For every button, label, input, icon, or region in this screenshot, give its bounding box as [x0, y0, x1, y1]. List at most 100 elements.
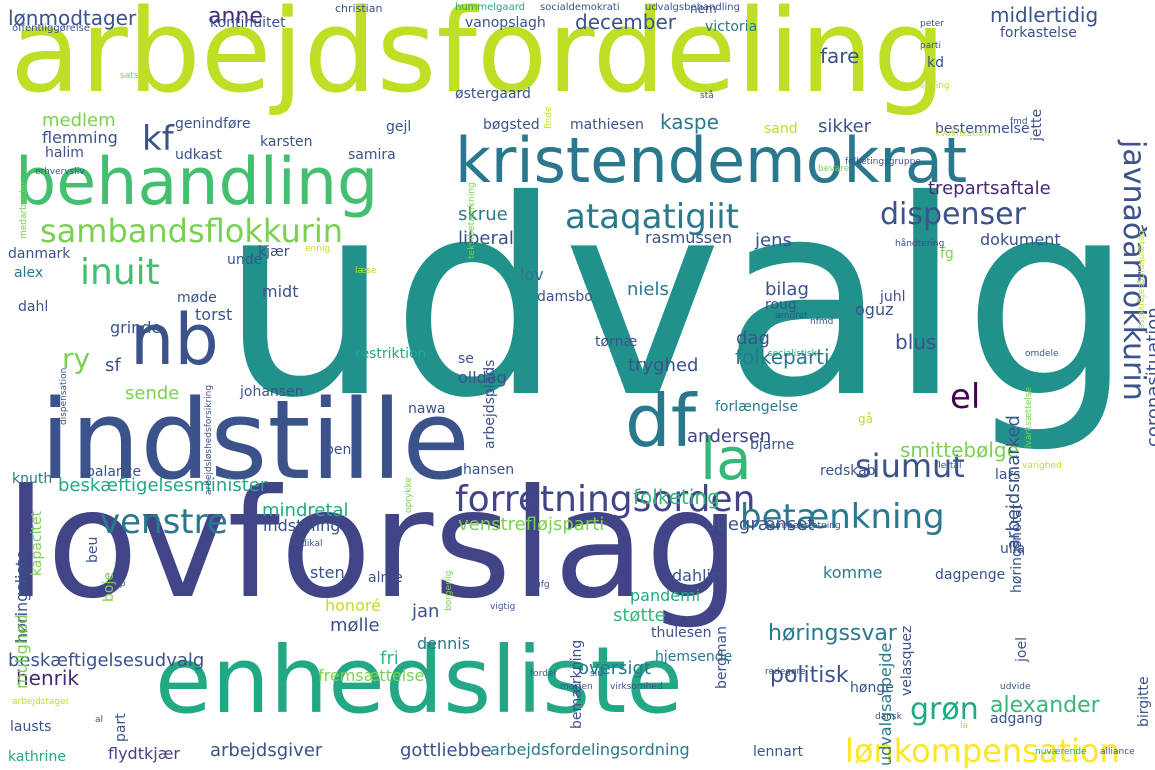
word: kaspe: [660, 110, 719, 134]
word: siu: [590, 669, 603, 679]
word: ry: [62, 342, 91, 375]
word: udvalg: [220, 142, 1135, 457]
word: mulighed: [12, 613, 31, 689]
word: dansk: [875, 712, 902, 722]
word: la: [700, 425, 752, 493]
word: bevare: [818, 164, 850, 174]
word: grøn: [910, 692, 979, 727]
word: sats: [120, 71, 139, 81]
word: gå: [858, 412, 873, 426]
word: bjarne: [750, 437, 795, 453]
word: mathiesen: [570, 117, 644, 133]
word: adgang: [990, 711, 1043, 727]
word: lønmodtager: [8, 6, 137, 30]
word: arbejdsløshedsforsikring: [204, 384, 214, 495]
word: venstrefløjsparti: [458, 514, 605, 535]
word: dagpenge: [935, 567, 1006, 583]
word: enhedsliste: [155, 627, 683, 734]
word: kd: [927, 55, 944, 71]
word: ændret: [775, 311, 808, 321]
word: se: [458, 351, 474, 367]
word: thulesen: [651, 625, 712, 641]
word: arbejdsgiver: [210, 740, 323, 761]
word: lovforslag: [5, 458, 741, 632]
word: socialistisk: [768, 349, 817, 359]
word: dispenser: [880, 197, 1026, 232]
word: sand: [764, 121, 798, 137]
word: alme: [368, 570, 403, 586]
word: blus: [895, 330, 937, 354]
word: jens: [755, 230, 792, 251]
word: stilling: [920, 81, 950, 91]
word: erhvervsliv: [35, 167, 85, 177]
word: niels: [627, 279, 669, 300]
word: birgitte: [1136, 676, 1152, 728]
word: håndtering: [895, 239, 945, 249]
word: dokument: [980, 230, 1061, 249]
word: la: [960, 721, 969, 731]
word: henrik: [16, 666, 80, 690]
word: oversigt: [578, 658, 652, 679]
word: andersen: [687, 426, 772, 447]
word: betænkningsafgivelse: [1136, 230, 1146, 330]
word: sambandsflokkurin: [40, 212, 344, 250]
word: arbejdsfordelingsordning: [490, 740, 690, 759]
word: folketingsgruppe: [845, 157, 921, 167]
word: fg: [940, 246, 954, 262]
word: hansen: [463, 462, 515, 478]
word: udvalgsbehandling: [645, 2, 740, 13]
word: halim: [45, 145, 84, 161]
word: beskæftigelsesudvalg: [8, 650, 205, 671]
word: midt: [262, 282, 299, 301]
word: fri: [380, 648, 399, 669]
word: peter: [920, 19, 945, 29]
word: df: [625, 379, 697, 463]
word: honoré: [325, 596, 381, 615]
word: jan: [412, 601, 440, 622]
word: liberal: [458, 228, 514, 249]
word: lars: [995, 467, 1021, 483]
word: indstilling: [263, 516, 341, 535]
word: skrue: [458, 204, 508, 225]
word: folketing: [633, 485, 720, 509]
word: dahl: [18, 299, 49, 315]
word: dahlin: [672, 566, 722, 585]
word: sf: [105, 355, 121, 376]
word: betænkning: [740, 497, 945, 537]
word: forkastelse: [1000, 25, 1077, 41]
word: kapacitet: [29, 510, 45, 576]
word: torst: [195, 305, 233, 324]
word: dag: [736, 328, 770, 349]
word: borgerlig: [444, 570, 454, 611]
word: medarbejder: [19, 181, 29, 240]
word: el: [950, 377, 981, 417]
word: tørnæ: [595, 334, 638, 350]
word: knuth: [12, 471, 53, 487]
word: beu: [85, 536, 101, 564]
word: johansen: [240, 384, 304, 400]
word: folkeparti: [735, 345, 830, 369]
word: rasmussen: [645, 228, 733, 247]
word: sp: [115, 579, 126, 589]
word: nuværende: [1035, 747, 1087, 757]
word: lov: [520, 265, 544, 284]
word: tryghed: [628, 355, 699, 376]
word: victoria: [705, 19, 758, 35]
word: radikal: [292, 539, 323, 549]
word: bestemmelse: [935, 121, 1030, 137]
word: ataqatigiit: [565, 197, 740, 237]
word: sammensætning: [765, 521, 841, 531]
word: udvide: [1000, 682, 1031, 692]
word: kvalifikation: [935, 129, 990, 139]
word: hønge: [850, 680, 894, 696]
word: høringssvar: [768, 621, 897, 646]
word: kathrine: [8, 749, 66, 765]
word: redegøre: [765, 667, 806, 677]
word: boje: [101, 571, 117, 602]
word: unde: [227, 252, 263, 268]
word: bøgsted: [483, 117, 540, 133]
word: fremsættelse: [318, 666, 425, 685]
word: juhl: [880, 289, 906, 305]
word: arbejdsfordeling: [10, 0, 947, 119]
